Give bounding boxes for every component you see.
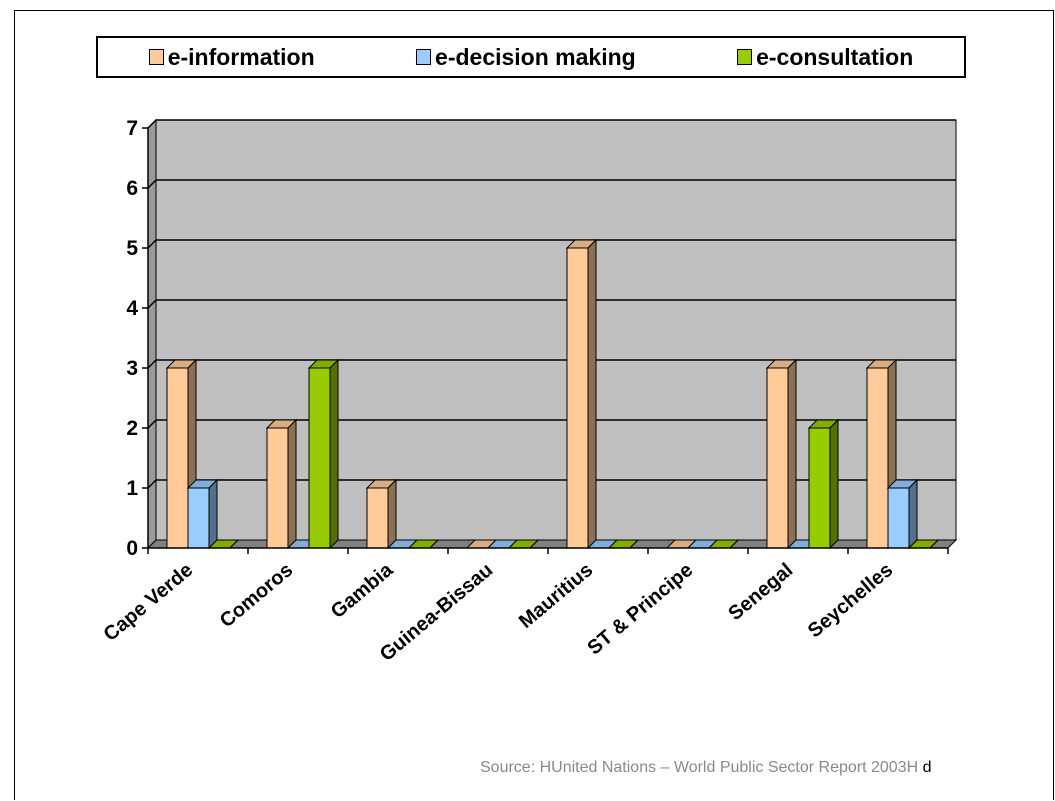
x-tick-label-st-principe: ST & Principe bbox=[583, 559, 697, 659]
bar-senegal-e-consultation bbox=[807, 418, 840, 550]
gridline-1 bbox=[147, 479, 956, 489]
bar-face bbox=[308, 367, 331, 549]
gridline-3 bbox=[147, 359, 956, 369]
bar-side bbox=[829, 418, 839, 550]
bars-group bbox=[165, 238, 940, 550]
x-tick-label-senegal: Senegal bbox=[724, 559, 797, 625]
y-tick-label-7: 7 bbox=[126, 117, 138, 140]
bar-mauritius-e-information bbox=[565, 238, 598, 550]
gridline-4 bbox=[147, 299, 956, 309]
bar-comoros-e-consultation bbox=[307, 358, 340, 550]
bar-face bbox=[166, 367, 189, 549]
gridline-6 bbox=[147, 179, 956, 189]
x-tick-label-seychelles: Seychelles bbox=[804, 559, 897, 642]
bar-side bbox=[729, 539, 739, 549]
gridline-2 bbox=[147, 419, 956, 429]
bar-side bbox=[287, 418, 297, 550]
legend-label-e-information: e-information bbox=[167, 43, 315, 70]
y-tick-label-3: 3 bbox=[126, 357, 138, 380]
bar-side bbox=[208, 478, 218, 550]
y-tick-label-6: 6 bbox=[126, 177, 138, 200]
legend-item-e-information: e-information bbox=[148, 43, 315, 71]
source-tail: d bbox=[918, 759, 932, 776]
bar-face bbox=[566, 247, 589, 549]
source-text: Source: HUnited Nations – World Public S… bbox=[480, 759, 919, 776]
x-tick-label-comoros: Comoros bbox=[216, 559, 297, 632]
bar-face bbox=[866, 367, 889, 549]
bar-face bbox=[187, 487, 210, 549]
bar-gambia-e-information bbox=[365, 478, 398, 550]
bar-side bbox=[329, 358, 339, 550]
legend-item-e-consultation: e-consultation bbox=[737, 44, 913, 71]
gridline-5 bbox=[147, 239, 956, 249]
gridline-7 bbox=[147, 119, 956, 129]
chart-frame bbox=[14, 10, 1054, 800]
bar-side bbox=[629, 539, 639, 549]
y-tick-label-1: 1 bbox=[126, 477, 138, 500]
x-tick-label-mauritius: Mauritius bbox=[515, 559, 597, 633]
bar-side bbox=[587, 238, 597, 550]
y-tick-label-5: 5 bbox=[126, 237, 138, 260]
legend-swatch-e-information bbox=[148, 49, 164, 65]
bar-side bbox=[908, 478, 918, 550]
legend-swatch-e-decision-making bbox=[416, 49, 432, 65]
y-tick-label-0: 0 bbox=[126, 537, 138, 560]
bar-face bbox=[266, 427, 289, 549]
legend-label-e-decision-making: e-decision making bbox=[435, 43, 636, 70]
y-tick-label-4: 4 bbox=[126, 297, 138, 320]
y-tick-label-2: 2 bbox=[126, 417, 138, 440]
x-tick-label-gambia: Gambia bbox=[327, 558, 398, 623]
x-tick-label-cape-verde: Cape Verde bbox=[100, 559, 198, 646]
bar-comoros-e-information bbox=[265, 418, 298, 550]
bar-side bbox=[929, 539, 939, 549]
bar-face bbox=[887, 487, 910, 549]
bar-face bbox=[766, 367, 789, 549]
legend-item-e-decision-making: e-decision making bbox=[416, 44, 636, 71]
bar-side bbox=[429, 539, 439, 549]
bar-face bbox=[808, 427, 831, 549]
legend: e-information e-decision making e-consul… bbox=[96, 36, 966, 78]
bar-side bbox=[229, 539, 239, 549]
legend-label-e-consultation: e-consultation bbox=[756, 43, 914, 70]
bar-seychelles-e-decision-making bbox=[886, 478, 919, 550]
legend-swatch-e-consultation bbox=[737, 49, 753, 65]
plot-area bbox=[146, 118, 958, 550]
bar-side bbox=[529, 539, 539, 549]
source-note: Source: HUnited Nations – World Public S… bbox=[480, 759, 931, 777]
bar-side bbox=[787, 358, 797, 550]
bar-face bbox=[366, 487, 389, 549]
bar-side bbox=[387, 478, 397, 550]
bar-senegal-e-information bbox=[765, 358, 798, 550]
bar-cape-verde-e-decision-making bbox=[186, 478, 219, 550]
